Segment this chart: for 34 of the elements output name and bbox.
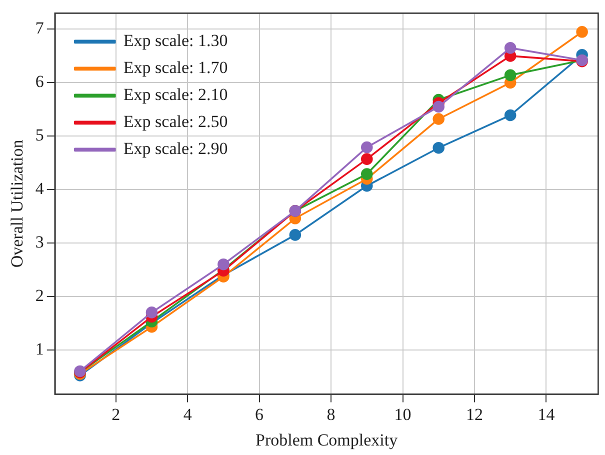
y-tick-label: 6 xyxy=(35,72,44,92)
x-axis-title: Problem Complexity xyxy=(255,430,398,450)
point xyxy=(360,141,373,154)
y-tick-label: 7 xyxy=(35,18,44,38)
x-tick-label: 8 xyxy=(326,404,336,424)
x-tick-label: 6 xyxy=(255,404,264,424)
legend-label: Exp scale: 1.70 xyxy=(123,58,228,78)
x-tick-label: 12 xyxy=(466,404,483,424)
point xyxy=(432,142,445,154)
legend-label: Exp scale: 2.10 xyxy=(123,85,228,104)
point xyxy=(504,69,516,82)
point xyxy=(504,42,516,54)
y-tick-label: 1 xyxy=(35,339,44,358)
point xyxy=(504,109,516,122)
legend-label: Exp scale: 1.30 xyxy=(123,31,228,50)
y-tick-label: 2 xyxy=(35,286,44,305)
y-axis-title: Overall Utilization xyxy=(8,139,27,268)
point xyxy=(146,306,158,318)
x-tick-label: 2 xyxy=(112,404,120,424)
x-tick-label: 14 xyxy=(538,404,556,424)
x-tick-label: 10 xyxy=(394,404,412,424)
point xyxy=(432,113,445,125)
point xyxy=(289,229,302,241)
point xyxy=(218,258,230,270)
y-tick-label: 3 xyxy=(35,232,44,252)
point xyxy=(432,100,445,113)
point xyxy=(360,168,373,180)
legend-label: Exp scale: 2.50 xyxy=(123,112,228,132)
y-tick-label: 4 xyxy=(35,179,44,198)
x-tick-label: 4 xyxy=(183,404,192,424)
point xyxy=(360,153,373,165)
y-tick-label: 5 xyxy=(35,126,44,145)
point xyxy=(576,26,588,38)
legend-label: Exp scale: 2.90 xyxy=(123,139,228,158)
